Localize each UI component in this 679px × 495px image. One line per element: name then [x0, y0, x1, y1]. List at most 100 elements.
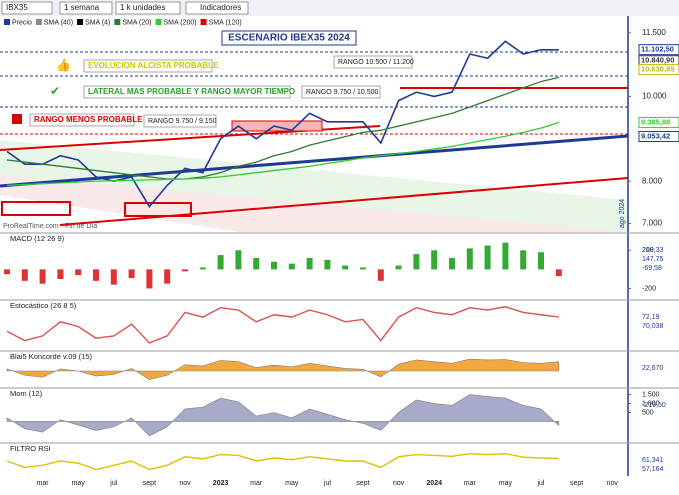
- histogram-bar: [75, 269, 82, 276]
- price-label: 9.385,88: [641, 117, 670, 126]
- value-label: -219,50: [642, 402, 666, 409]
- title-box: [221, 30, 357, 46]
- histogram-bar: [217, 255, 224, 270]
- units-box[interactable]: [115, 1, 181, 15]
- histogram-bar: [93, 269, 99, 281]
- indicators[interactable]: Indicadores: [200, 3, 241, 12]
- histogram-bar: [520, 250, 527, 270]
- period[interactable]: 1 semana: [64, 3, 100, 12]
- units[interactable]: 1 k unidades: [120, 3, 165, 12]
- histogram-bar: [164, 269, 171, 284]
- icon-thumb-down: [12, 114, 22, 124]
- histogram-bar: [431, 250, 438, 270]
- price-label-box: [638, 131, 679, 143]
- legend-label: Precio: [12, 19, 32, 26]
- legend-swatch: [114, 19, 121, 25]
- indicator-line: [6, 453, 559, 471]
- annotation: RANGO MENOS PROBABLE: [34, 115, 143, 124]
- price-label-box: [638, 64, 679, 76]
- value-label: 147,75: [642, 256, 664, 263]
- price-label: 9.053,42: [641, 131, 670, 140]
- legend: Precio SMA (40) SMA (4) SMA (20) SMA (200) SM…: [4, 19, 242, 26]
- x-tick-label: may: [72, 480, 86, 487]
- trendline-red: [59, 177, 629, 226]
- legend-swatch: [77, 19, 84, 25]
- x-tick-label: sept: [143, 480, 156, 487]
- note-box: [301, 85, 381, 99]
- x-tick-label: mar: [464, 480, 477, 487]
- histogram-bar: [110, 269, 117, 285]
- date-label: ago 2024: [619, 199, 626, 228]
- price-label: 10.630,85: [641, 65, 674, 74]
- histogram-bar: [306, 257, 313, 270]
- histogram-bar: [502, 242, 509, 270]
- panel-title: MACD (12 26 9): [10, 234, 65, 243]
- legend-swatch: [35, 19, 42, 25]
- price-label-box: [638, 44, 679, 56]
- y-tick-label: 500: [642, 409, 654, 416]
- note-box: [143, 114, 217, 128]
- period-box[interactable]: [59, 1, 113, 15]
- histogram-bar: [360, 267, 366, 270]
- histogram-bar: [466, 248, 473, 270]
- annotation: RANGO 9.750 / 10.500: [306, 89, 378, 96]
- histogram-bar: [182, 269, 188, 272]
- histogram-bar: [39, 269, 46, 284]
- zone-box: [124, 202, 192, 217]
- y-tick-label: -200: [642, 285, 656, 292]
- note-box: [83, 85, 291, 99]
- legend-label: SMA (20): [122, 19, 151, 26]
- symbol-box[interactable]: [1, 1, 53, 15]
- value-label: -69,58: [642, 265, 662, 272]
- channel-green: [0, 140, 628, 232]
- legend-swatch: [4, 19, 10, 25]
- symbol[interactable]: IBX35: [6, 3, 28, 12]
- price-label: 11.102,50: [641, 45, 674, 54]
- x-tick-label: nov: [179, 480, 191, 487]
- series-line: [6, 40, 559, 208]
- indicators-box[interactable]: [185, 1, 249, 15]
- x-tick-label: mar: [37, 480, 50, 487]
- panel-title: FILTRO RSI: [10, 444, 51, 453]
- price-label-box: [638, 116, 679, 128]
- price-label: 10.840,90: [641, 56, 674, 65]
- y-tick-label: 7.000: [642, 219, 663, 228]
- legend-label: SMA (200): [164, 19, 197, 26]
- histogram-bar: [271, 261, 277, 270]
- histogram-bar: [146, 269, 153, 289]
- value-label: 218,33: [642, 247, 664, 254]
- indicator-area: [6, 358, 560, 380]
- y-tick-label: 8.000: [642, 176, 663, 185]
- x-tick-label: jul: [323, 480, 331, 487]
- x-tick-label: sept: [356, 480, 369, 487]
- annotation: RANGO 9.750 / 9.150: [148, 118, 217, 125]
- annotation: EVOLUCION ALCISTA PROBABLE: [88, 61, 219, 70]
- x-tick-label: mar: [250, 480, 263, 487]
- histogram-bar: [4, 269, 10, 275]
- histogram-bar: [21, 269, 28, 281]
- panel-title: Blai5 Koncorde v.09 (15): [10, 352, 92, 361]
- y-tick-label: 1.000: [642, 400, 660, 407]
- histogram-bar: [253, 257, 260, 270]
- value-label: 72,19: [642, 314, 660, 321]
- value-label: 57,164: [642, 466, 664, 473]
- icon-thumb: 👍: [56, 58, 71, 72]
- note-box: [29, 113, 135, 127]
- x-tick-label: sept: [570, 480, 583, 487]
- histogram-bar: [324, 259, 331, 270]
- x-tick-label: nov: [393, 480, 405, 487]
- x-tick-label: may: [285, 480, 299, 487]
- icon-check: ✔: [50, 84, 60, 98]
- legend-swatch: [200, 19, 207, 25]
- legend-label: SMA (40): [44, 19, 73, 26]
- series-line: [6, 76, 559, 180]
- histogram-bar: [484, 245, 491, 270]
- histogram-bar: [128, 269, 135, 278]
- trendline-blue: [0, 134, 629, 188]
- x-tick-label: nov: [607, 480, 619, 487]
- y-tick-label: 10.000: [642, 92, 667, 101]
- histogram-bar: [199, 267, 206, 270]
- x-tick-label: 2023: [213, 480, 229, 487]
